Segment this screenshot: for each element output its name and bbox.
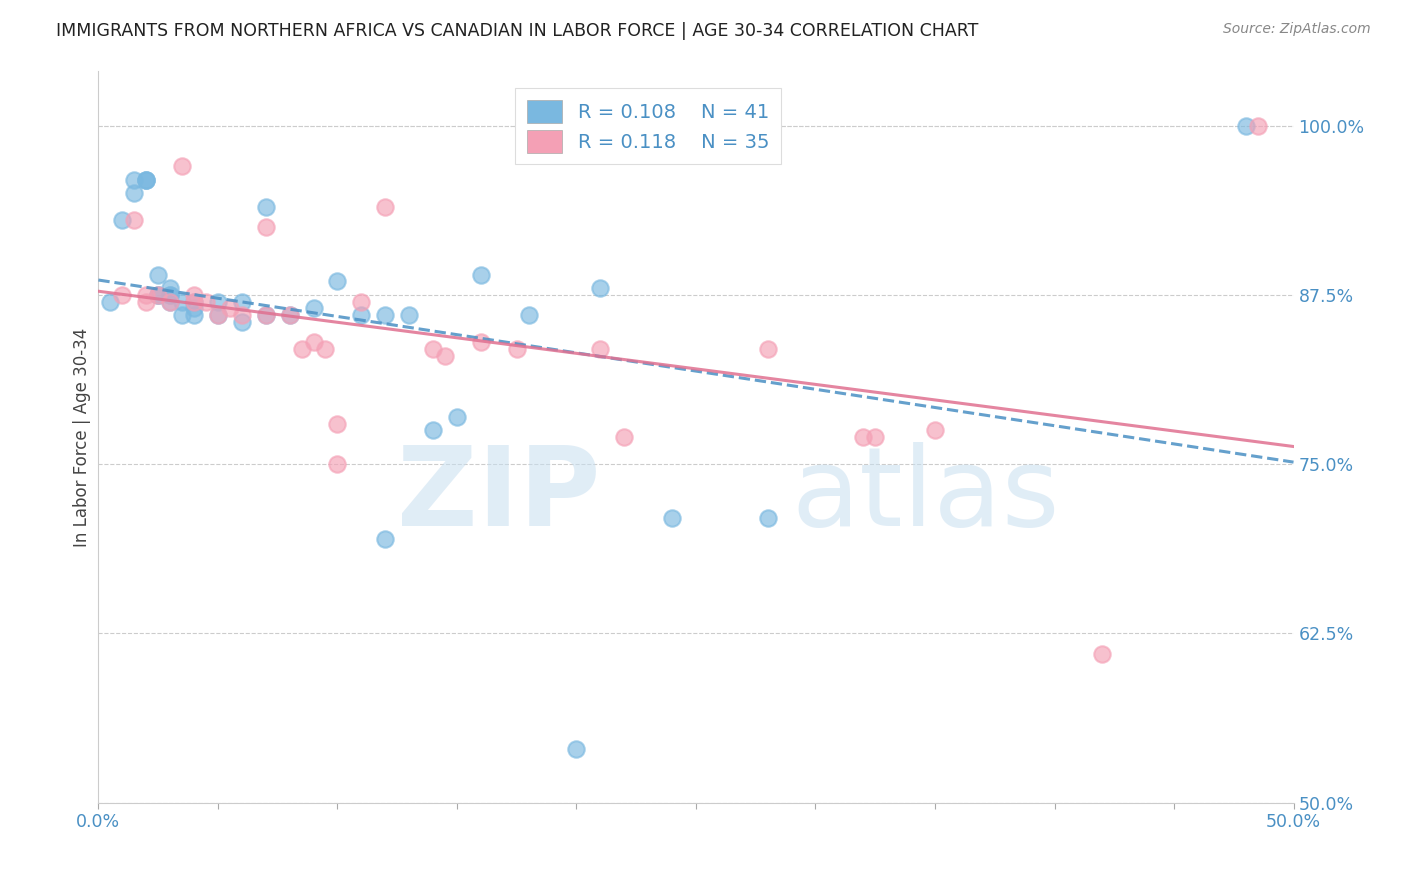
Point xyxy=(589,342,612,356)
Point xyxy=(124,213,146,227)
Point xyxy=(159,281,181,295)
Point xyxy=(1234,119,1257,133)
Point xyxy=(278,308,301,322)
Point xyxy=(135,172,157,186)
Point xyxy=(183,294,205,309)
Point xyxy=(135,172,157,186)
Text: atlas: atlas xyxy=(792,442,1060,549)
Point xyxy=(159,294,181,309)
Point xyxy=(315,342,337,356)
Point xyxy=(254,200,277,214)
Point xyxy=(148,288,170,302)
Point xyxy=(350,308,373,322)
Point xyxy=(254,220,277,235)
Legend: R = 0.108    N = 41, R = 0.118    N = 35: R = 0.108 N = 41, R = 0.118 N = 35 xyxy=(516,88,780,164)
Point xyxy=(98,294,122,309)
Point xyxy=(506,342,529,356)
Point xyxy=(183,308,205,322)
Point xyxy=(350,294,373,309)
Point xyxy=(135,288,157,302)
Point xyxy=(661,511,683,525)
Point xyxy=(374,308,396,322)
Point xyxy=(148,268,170,282)
Point xyxy=(1091,647,1114,661)
Point xyxy=(159,288,181,302)
Point xyxy=(148,288,170,302)
Point xyxy=(326,417,349,431)
Point xyxy=(219,301,242,316)
Point xyxy=(124,186,146,201)
Y-axis label: In Labor Force | Age 30-34: In Labor Force | Age 30-34 xyxy=(73,327,91,547)
Point xyxy=(254,308,277,322)
Point xyxy=(374,200,396,214)
Point xyxy=(254,308,277,322)
Point xyxy=(195,294,218,309)
Point xyxy=(398,308,420,322)
Point xyxy=(183,301,205,316)
Point xyxy=(422,423,444,437)
Point xyxy=(207,308,229,322)
Point xyxy=(865,430,887,444)
Point xyxy=(148,288,170,302)
Point xyxy=(470,335,492,350)
Point xyxy=(291,342,314,356)
Point xyxy=(207,308,229,322)
Text: IMMIGRANTS FROM NORTHERN AFRICA VS CANADIAN IN LABOR FORCE | AGE 30-34 CORRELATI: IMMIGRANTS FROM NORTHERN AFRICA VS CANAD… xyxy=(56,22,979,40)
Point xyxy=(172,159,194,173)
Point xyxy=(374,532,396,546)
Point xyxy=(565,741,588,756)
Point xyxy=(135,294,157,309)
Point xyxy=(278,308,301,322)
Point xyxy=(172,308,194,322)
Point xyxy=(172,294,194,309)
Point xyxy=(111,213,134,227)
Point xyxy=(1247,119,1270,133)
Point xyxy=(302,335,325,350)
Point xyxy=(924,423,946,437)
Point xyxy=(111,288,134,302)
Point xyxy=(231,308,253,322)
Point xyxy=(231,294,253,309)
Point xyxy=(135,172,157,186)
Point xyxy=(231,315,253,329)
Point xyxy=(756,511,779,525)
Text: Source: ZipAtlas.com: Source: ZipAtlas.com xyxy=(1223,22,1371,37)
Point xyxy=(446,409,468,424)
Point xyxy=(517,308,540,322)
Text: ZIP: ZIP xyxy=(396,442,600,549)
Point xyxy=(183,288,205,302)
Point xyxy=(589,281,612,295)
Point xyxy=(326,457,349,471)
Point xyxy=(852,430,875,444)
Point xyxy=(159,288,181,302)
Point xyxy=(756,342,779,356)
Point xyxy=(470,268,492,282)
Point xyxy=(124,172,146,186)
Point xyxy=(422,342,444,356)
Point xyxy=(302,301,325,316)
Point xyxy=(613,430,636,444)
Point xyxy=(183,294,205,309)
Point xyxy=(434,349,457,363)
Point xyxy=(159,294,181,309)
Point xyxy=(207,294,229,309)
Point xyxy=(326,274,349,288)
